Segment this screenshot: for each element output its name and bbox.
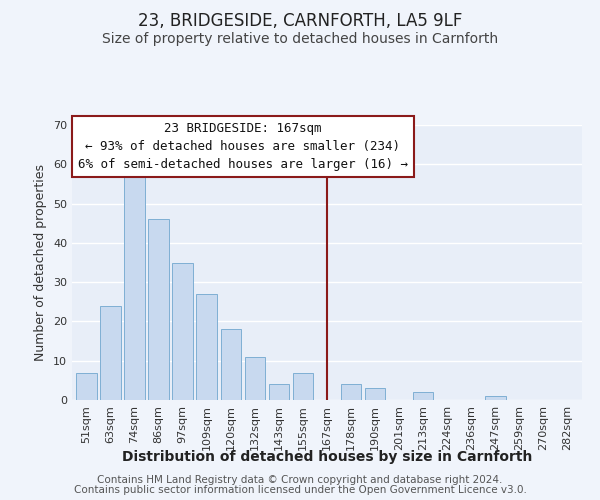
Bar (293, 372, 313, 400)
Bar (124, 176, 145, 400)
Bar (269, 384, 289, 400)
Text: Contains public sector information licensed under the Open Government Licence v3: Contains public sector information licen… (74, 485, 526, 495)
Bar (148, 220, 169, 400)
Text: 23, BRIDGESIDE, CARNFORTH, LA5 9LF: 23, BRIDGESIDE, CARNFORTH, LA5 9LF (138, 12, 462, 30)
Bar (485, 396, 506, 400)
Bar (413, 392, 433, 400)
Text: Size of property relative to detached houses in Carnforth: Size of property relative to detached ho… (102, 32, 498, 46)
Bar (245, 357, 265, 400)
Text: 23 BRIDGESIDE: 167sqm
← 93% of detached houses are smaller (234)
6% of semi-deta: 23 BRIDGESIDE: 167sqm ← 93% of detached … (78, 122, 408, 171)
Text: Distribution of detached houses by size in Carnforth: Distribution of detached houses by size … (122, 450, 532, 464)
Bar (196, 294, 217, 400)
Bar (100, 306, 121, 400)
Text: Contains HM Land Registry data © Crown copyright and database right 2024.: Contains HM Land Registry data © Crown c… (97, 475, 503, 485)
Bar (76, 372, 97, 400)
Bar (365, 388, 385, 400)
Bar (341, 384, 361, 400)
Bar (172, 262, 193, 400)
Y-axis label: Number of detached properties: Number of detached properties (34, 164, 47, 361)
Bar (221, 330, 241, 400)
